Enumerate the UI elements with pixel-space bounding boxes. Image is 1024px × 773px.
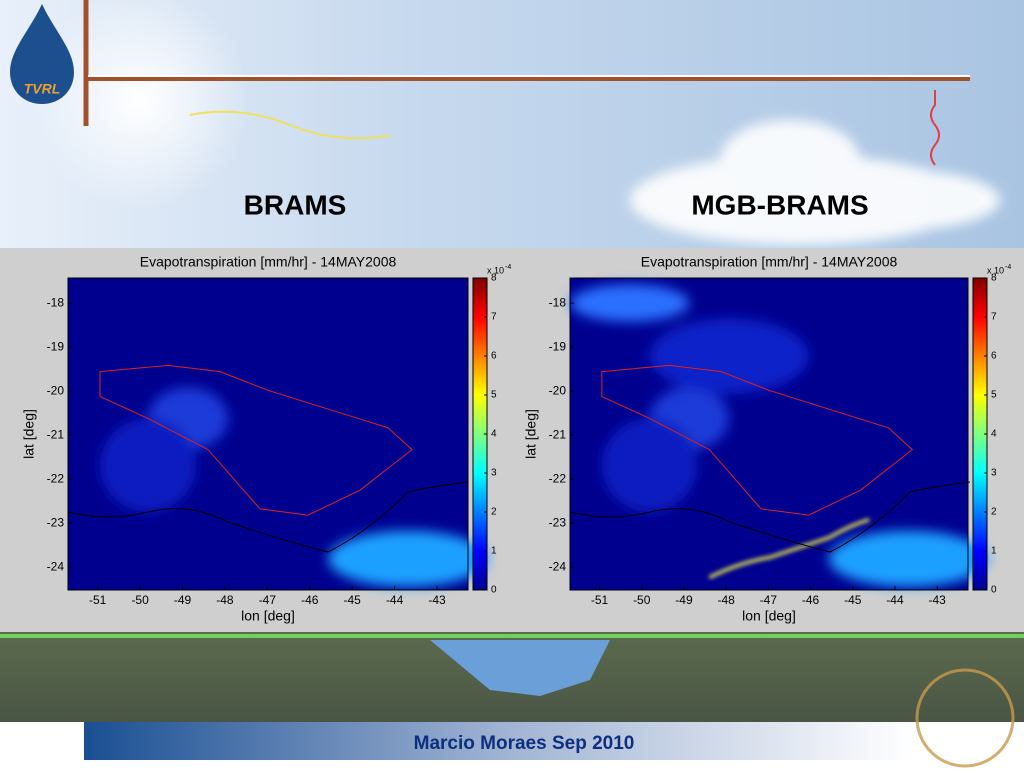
x-tick-label: -44 — [886, 593, 904, 607]
coast — [67, 481, 469, 553]
y-axis-label: lat [deg] — [21, 409, 37, 459]
colorbar-tick-label: 1 — [991, 546, 997, 557]
y-tick-label: -18 — [47, 295, 65, 309]
sun — [30, 0, 250, 210]
y-tick-label: -24 — [549, 559, 567, 573]
map-plot: Evapotranspiration [mm/hr] - 14MAY2008 -5… — [523, 254, 1012, 624]
y-axis-label: lat [deg] — [523, 409, 539, 459]
colorbar-multiplier: x 10 — [487, 265, 504, 275]
colorbar-exponent: -4 — [1005, 264, 1011, 271]
y-tick-label: -23 — [47, 515, 65, 529]
y-tick-label: -21 — [47, 427, 65, 441]
colorbar-tick-label: 8 — [491, 273, 497, 284]
plot-frame — [569, 277, 969, 591]
colorbar-tick-label: 4 — [491, 429, 497, 440]
field-blobs — [570, 284, 988, 587]
heading: MGB-BRAMS — [691, 189, 868, 220]
coast-high — [708, 518, 870, 579]
x-tick-label: -49 — [174, 593, 192, 607]
coast — [569, 481, 971, 553]
y-tick-label: -20 — [549, 383, 567, 397]
y-tick-label: -22 — [549, 471, 567, 485]
colorbar-multiplier: x 10 — [987, 265, 1004, 275]
map-plot: Evapotranspiration [mm/hr] - 14MAY2008 -5… — [21, 254, 512, 624]
arrow — [930, 90, 940, 166]
colorbar-tick-label: 6 — [491, 351, 497, 362]
x-tick-label: -44 — [386, 593, 404, 607]
x-tick-label: -50 — [131, 593, 149, 607]
colorbar-tick-label: 2 — [991, 507, 997, 518]
colorbar-tick-label: 7 — [491, 312, 497, 323]
colorbar-tick-label: 2 — [491, 507, 497, 518]
x-tick-label: -48 — [717, 593, 735, 607]
x-tick-label: -47 — [259, 593, 277, 607]
colorbar-tick-label: 8 — [991, 273, 997, 284]
colorbar-tick-label: 1 — [491, 546, 497, 557]
basin-outline — [99, 364, 413, 516]
colorbar-tick-label: 0 — [491, 585, 497, 596]
colorbar-tick-label: 3 — [491, 468, 497, 479]
plot-title: Evapotranspiration [mm/hr] - 14MAY2008 — [641, 254, 898, 270]
blob — [328, 530, 488, 587]
y-tick-label: -21 — [549, 427, 567, 441]
blob — [100, 418, 196, 512]
seal — [915, 668, 1015, 768]
ray — [189, 110, 391, 140]
x-tick-label: -45 — [844, 593, 862, 607]
colorbar-tick-label: 5 — [991, 390, 997, 401]
blob — [601, 418, 698, 512]
colorbar-tick-label: 4 — [991, 429, 997, 440]
plots: Evapotranspiration [mm/hr] - 14MAY2008 -5… — [21, 254, 1012, 624]
basin-outline — [601, 364, 914, 516]
lake — [430, 640, 610, 696]
footer: Marcio Moraes Sep 2010 — [414, 733, 635, 754]
x-tick-label: -51 — [89, 593, 107, 607]
blob — [649, 318, 809, 394]
plot-frame — [67, 277, 469, 591]
heading: BRAMS — [244, 189, 347, 220]
x-axis-label: lon [deg] — [241, 608, 295, 624]
colorbar-tick-label: 6 — [991, 351, 997, 362]
logo-text: TVRL — [24, 81, 61, 97]
y-tick-label: -20 — [47, 383, 65, 397]
colorbar-tick-label: 0 — [991, 585, 997, 596]
y-tick-label: -23 — [549, 515, 567, 529]
colorbar-exponent: -4 — [505, 264, 511, 271]
x-axis-label: lon [deg] — [742, 608, 796, 624]
colorbar-tick-label: 7 — [991, 312, 997, 323]
field-blobs — [100, 387, 488, 587]
blob — [570, 284, 690, 322]
x-tick-label: -47 — [760, 593, 778, 607]
y-tick-label: -19 — [549, 339, 567, 353]
y-tick-label: -19 — [47, 339, 65, 353]
blob — [828, 530, 988, 587]
colorbar-tick-label: 3 — [991, 468, 997, 479]
plot-title: Evapotranspiration [mm/hr] - 14MAY2008 — [140, 254, 397, 270]
colorbar-tick-label: 5 — [491, 390, 497, 401]
x-tick-label: -50 — [633, 593, 651, 607]
x-tick-label: -46 — [301, 593, 319, 607]
footer-bar — [84, 722, 914, 760]
x-tick-label: -49 — [675, 593, 693, 607]
cloud — [630, 120, 1000, 245]
y-tick-label: -24 — [47, 559, 65, 573]
x-tick-label: -43 — [428, 593, 446, 607]
x-tick-label: -46 — [802, 593, 820, 607]
y-tick-label: -22 — [47, 471, 65, 485]
y-tick-label: -18 — [549, 295, 567, 309]
logo — [10, 4, 74, 104]
x-tick-label: -51 — [591, 593, 609, 607]
x-tick-label: -48 — [216, 593, 234, 607]
x-tick-label: -43 — [929, 593, 947, 607]
x-tick-label: -45 — [344, 593, 362, 607]
